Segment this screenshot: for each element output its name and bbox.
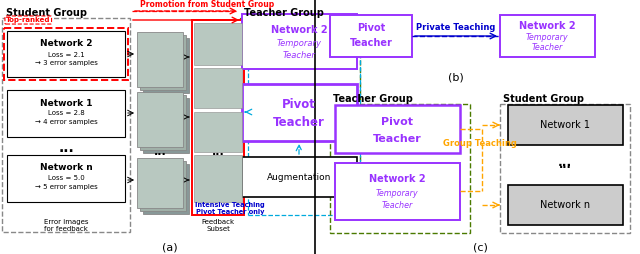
Bar <box>140 35 186 90</box>
Bar <box>242 157 357 197</box>
Bar <box>7 90 125 137</box>
Text: ...: ... <box>58 141 74 155</box>
Bar <box>194 68 242 108</box>
Text: Temporary: Temporary <box>276 40 321 49</box>
Text: Teacher: Teacher <box>349 38 392 48</box>
Text: Augmentation: Augmentation <box>267 172 331 182</box>
Text: ...: ... <box>154 147 166 157</box>
Text: Temporary: Temporary <box>376 188 419 198</box>
Text: Loss = 2.1: Loss = 2.1 <box>47 52 84 58</box>
Text: Pivot: Pivot <box>381 117 413 127</box>
Text: Network 2: Network 2 <box>271 25 327 35</box>
Bar <box>335 163 460 220</box>
Text: Feedback
Subset: Feedback Subset <box>202 219 235 232</box>
Text: Teacher: Teacher <box>283 52 316 60</box>
Text: → 5 error samples: → 5 error samples <box>35 184 97 190</box>
Bar <box>240 18 360 195</box>
Text: Student Group: Student Group <box>6 8 87 18</box>
Bar <box>137 158 183 208</box>
Text: Top-ranked: Top-ranked <box>6 17 51 23</box>
Bar <box>140 161 186 211</box>
Text: Temporary: Temporary <box>525 34 568 42</box>
Text: Teacher: Teacher <box>372 134 421 144</box>
Text: Network n: Network n <box>40 164 92 172</box>
Text: Student Group: Student Group <box>503 94 584 104</box>
Bar <box>4 28 128 80</box>
Text: Network 2: Network 2 <box>518 21 575 31</box>
Bar <box>500 104 630 233</box>
Bar <box>137 32 183 87</box>
Text: Pivot: Pivot <box>282 98 316 110</box>
Text: Pivot: Pivot <box>357 23 385 33</box>
Bar <box>2 18 130 232</box>
Bar <box>7 31 125 77</box>
Bar <box>143 98 189 153</box>
Text: ...: ... <box>558 155 572 168</box>
Text: Intensive Teaching
Pivot Teacher only: Intensive Teaching Pivot Teacher only <box>195 202 265 215</box>
Text: Network 1: Network 1 <box>540 120 590 130</box>
Text: Network 1: Network 1 <box>40 99 92 107</box>
Text: Teacher Group: Teacher Group <box>333 94 413 104</box>
Bar <box>194 23 242 65</box>
Bar <box>330 104 470 233</box>
Text: → 3 error samples: → 3 error samples <box>35 60 97 66</box>
Bar <box>508 105 623 145</box>
Text: Loss = 5.0: Loss = 5.0 <box>47 175 84 181</box>
Bar <box>137 92 183 147</box>
Bar <box>242 84 357 141</box>
Text: (a): (a) <box>162 243 178 253</box>
Bar <box>7 155 125 202</box>
Text: Network 2: Network 2 <box>369 174 426 184</box>
Text: Promotion from Student Group: Promotion from Student Group <box>140 0 275 9</box>
Bar <box>194 155 242 202</box>
Text: (b): (b) <box>448 73 464 83</box>
Bar <box>242 14 357 69</box>
Text: Private Teaching: Private Teaching <box>416 23 496 32</box>
Text: Network 2: Network 2 <box>40 40 92 49</box>
Text: Teacher: Teacher <box>273 116 325 129</box>
Bar <box>335 105 460 153</box>
Bar <box>143 164 189 214</box>
Bar <box>140 95 186 150</box>
Bar <box>143 38 189 93</box>
Bar <box>500 15 595 57</box>
Bar <box>192 20 244 215</box>
Text: → 4 error samples: → 4 error samples <box>35 119 97 125</box>
Text: Group Teaching: Group Teaching <box>443 138 517 148</box>
Text: Teacher: Teacher <box>381 200 413 210</box>
Text: Teacher Group: Teacher Group <box>244 8 324 18</box>
Text: Teacher: Teacher <box>531 43 563 53</box>
Text: (c): (c) <box>472 243 488 253</box>
Bar <box>194 112 242 152</box>
Text: ...: ... <box>212 147 225 157</box>
Text: Error images
for feedback: Error images for feedback <box>44 219 88 232</box>
Bar <box>330 15 412 57</box>
Bar <box>508 185 623 225</box>
Text: Network n: Network n <box>540 200 590 210</box>
Text: Loss = 2.8: Loss = 2.8 <box>47 110 84 116</box>
Text: ...: ... <box>559 160 572 170</box>
